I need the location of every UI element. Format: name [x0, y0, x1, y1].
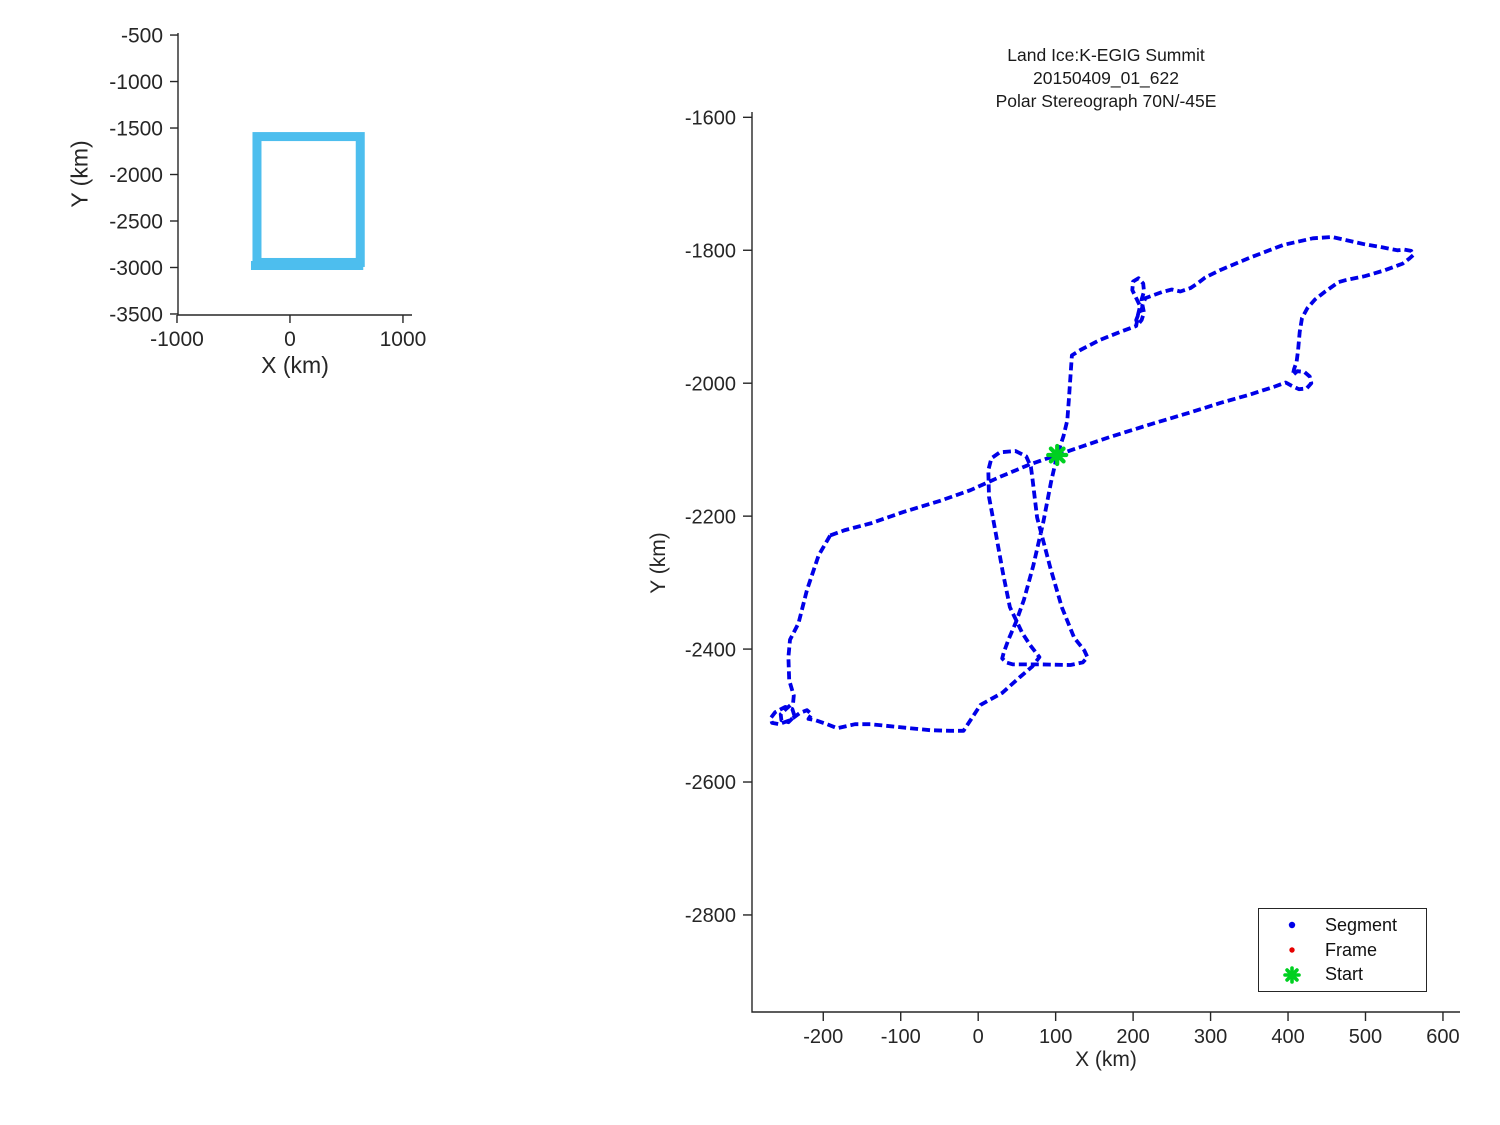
- x-tick-label: 400: [1271, 1026, 1304, 1048]
- y-tick-label: -500: [121, 25, 163, 48]
- y-tick-label: -2200: [685, 506, 736, 528]
- y-tick-label: -1600: [685, 108, 736, 130]
- overview-map-plot: -1000 0 1000 -500 -1000 -1500 -2000 -2500 -3000 -…: [109, 25, 426, 351]
- y-tick-label: -2600: [685, 772, 736, 794]
- start-marker: [1046, 443, 1069, 467]
- legend-start-asterisk: [1283, 965, 1301, 984]
- overview-x-axis-label: X (km): [261, 352, 329, 378]
- main-x-axis-label: X (km): [1075, 1048, 1137, 1071]
- main-plot-title: Land Ice:K-EGIG Summit 20150409_01_622 P…: [752, 44, 1460, 113]
- y-tick-label: -3000: [109, 257, 163, 280]
- x-tick-label: 0: [973, 1026, 984, 1048]
- title-line-campaign: Land Ice:K-EGIG Summit: [1007, 45, 1205, 65]
- y-tick-label: -2500: [109, 211, 163, 234]
- frame-marker-svg: [1289, 947, 1295, 953]
- segment-dot: [1288, 922, 1296, 929]
- coverage-extent-box: [252, 132, 365, 267]
- frame-marker-icon: [1259, 939, 1325, 961]
- y-tick-label: -3500: [109, 304, 163, 327]
- overview-map-axis-spines: [177, 33, 412, 316]
- start-marker-svg: [1283, 965, 1301, 984]
- x-tick-label: 200: [1116, 1026, 1149, 1048]
- start-marker-icon: [1259, 964, 1325, 986]
- legend-item-segment: Segment: [1259, 913, 1426, 938]
- x-tick-label: -200: [803, 1026, 843, 1048]
- x-tick-label: 500: [1349, 1026, 1382, 1048]
- x-tick-label: 1000: [380, 328, 427, 351]
- legend-label-segment: Segment: [1325, 914, 1398, 935]
- legend-label-start: Start: [1325, 964, 1364, 985]
- y-tick-label: -1000: [109, 71, 163, 94]
- start-marker-spoke: [1048, 446, 1066, 464]
- y-tick-label: -2400: [685, 639, 736, 661]
- legend-item-frame: Frame: [1259, 938, 1426, 963]
- legend: Segment Frame Start: [1258, 908, 1427, 992]
- title-line-projection: Polar Stereograph 70N/-45E: [995, 91, 1217, 111]
- x-tick-label: 0: [284, 328, 296, 351]
- y-tick-label: -1500: [109, 118, 163, 141]
- flight-track-path: [768, 235, 1416, 733]
- legend-start-asterisk-spoke: [1285, 967, 1299, 982]
- overview-y-axis-label: Y (km): [66, 140, 93, 208]
- flight-track-axis-spines: [751, 112, 1460, 1013]
- legend-label-frame: Frame: [1325, 939, 1378, 960]
- flight-track-plot: -200 -100 0 100 200 300 400 500 600 -1600 -1800 -20…: [685, 108, 1460, 1048]
- x-tick-label: 100: [1039, 1026, 1072, 1048]
- legend-item-start: Start: [1259, 962, 1426, 987]
- frame-dot: [1289, 947, 1295, 953]
- x-tick-label: 600: [1426, 1026, 1459, 1048]
- y-tick-label: -2800: [685, 905, 736, 927]
- x-tick-label: 300: [1194, 1026, 1227, 1048]
- segment-marker-svg: [1288, 922, 1296, 929]
- x-tick-label: -1000: [150, 328, 204, 351]
- y-tick-label: -2000: [109, 164, 163, 187]
- title-line-flight-id: 20150409_01_622: [1033, 68, 1179, 88]
- y-tick-label: -2000: [685, 373, 736, 395]
- x-tick-label: -100: [881, 1026, 921, 1048]
- segment-marker-icon: [1259, 914, 1325, 936]
- y-tick-label: -1800: [685, 240, 736, 262]
- main-y-axis-label: Y (km): [647, 532, 670, 594]
